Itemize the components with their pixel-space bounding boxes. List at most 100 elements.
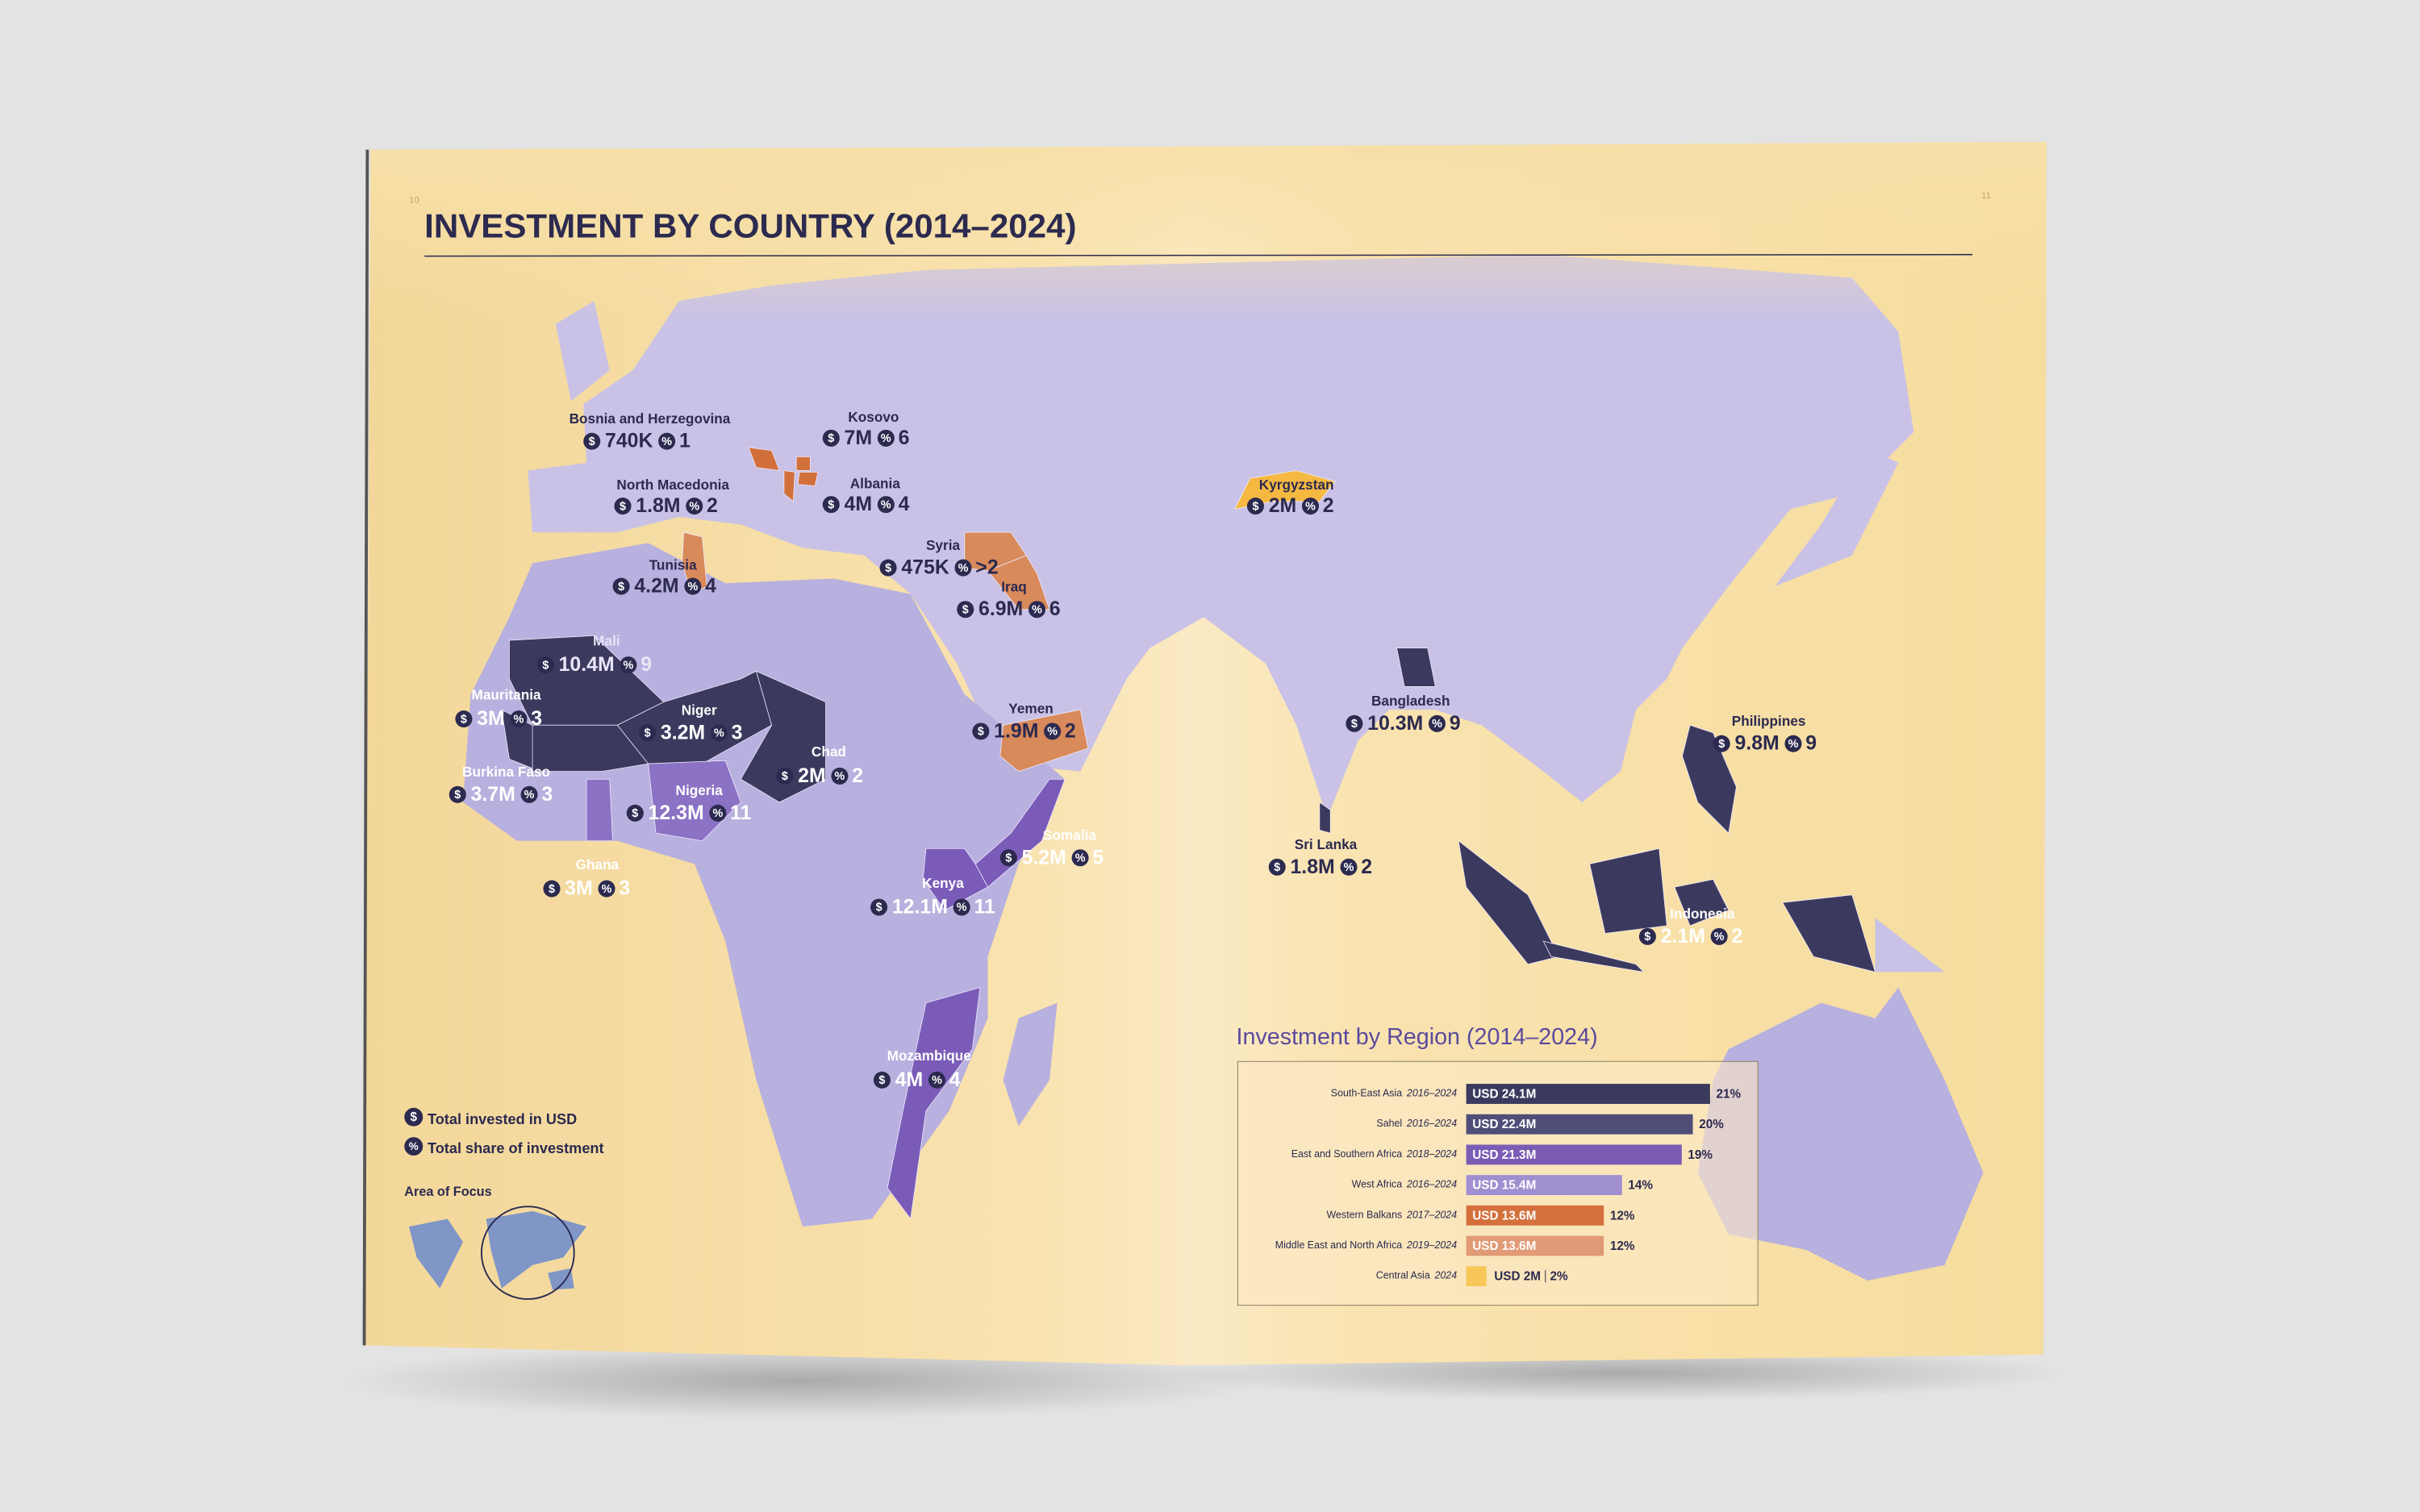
page-number: 11 [1981, 191, 1991, 201]
icon-glyph: % [1344, 861, 1354, 874]
icon [709, 804, 727, 822]
share: 11 [730, 802, 751, 824]
icon [520, 785, 538, 803]
share: 9 [1805, 732, 1817, 755]
country-label: Tunisia $ 4.2M% 4 [612, 557, 716, 598]
value-label: USD 15.4M [1472, 1179, 1536, 1193]
country-shape [987, 555, 1050, 610]
icon-glyph: $ [1351, 718, 1358, 731]
icon [954, 559, 972, 577]
icon-glyph: $ [782, 770, 788, 783]
country-label: Yemen $ 1.9M% 2 [972, 701, 1076, 742]
icon-glyph: % [881, 498, 891, 511]
icon [1246, 498, 1264, 515]
amount: 10.4M [559, 653, 615, 676]
country-name: Sri Lanka [1295, 836, 1358, 852]
share: 6 [899, 427, 910, 449]
fade [364, 142, 2047, 498]
icon [879, 559, 897, 577]
country-shape [1782, 894, 1876, 973]
country-name: Niger [682, 702, 717, 719]
share-label: 12% [1610, 1239, 1635, 1253]
country-name: Kyrgyzstan [1259, 477, 1334, 493]
share: 3 [531, 707, 542, 730]
country-label: Sri Lanka $ 1.8M% 2 [1268, 836, 1372, 878]
region-label: Middle East and North Africa 2019–2024 [1275, 1239, 1457, 1251]
icon [776, 767, 794, 785]
region-label: West Africa 2016–2024 [1352, 1179, 1458, 1190]
country-name: Mauritania [472, 686, 541, 702]
area-title: Area of Focus [404, 1185, 491, 1199]
share: 6 [1049, 598, 1061, 620]
icon [598, 880, 615, 898]
icon [953, 898, 970, 916]
amount: 4M [845, 493, 873, 515]
country-label: Niger $ 3.2M% 3 [639, 702, 743, 744]
icon-glyph: $ [632, 807, 638, 820]
share: 2 [1323, 494, 1334, 517]
share: 2 [1361, 856, 1372, 878]
country-labels: Bosnia and Herzegovina $ 740K% 1 Kosovo $ 7M% 6… [449, 409, 1817, 1091]
amount: 3.2M [661, 721, 705, 744]
icon-glyph: % [409, 1140, 419, 1152]
country-shape [1319, 802, 1331, 834]
share: 9 [640, 653, 652, 676]
icon-glyph: % [1075, 852, 1086, 865]
icon [1638, 927, 1656, 945]
icon-glyph: % [713, 807, 724, 820]
share-label: 19% [1688, 1148, 1713, 1162]
amount: 3.7M [471, 783, 515, 806]
icon-glyph: $ [645, 727, 651, 740]
icon-glyph: % [881, 432, 891, 445]
icon [710, 724, 728, 742]
icon-glyph: % [1432, 718, 1442, 731]
icon-glyph: $ [410, 1110, 417, 1124]
region-period: 2019–2024 [1406, 1239, 1457, 1251]
country-label: Kosovo $ 7M% 6 [822, 409, 910, 449]
country-label: Burkina Faso$ 3.7M% 3 [449, 764, 553, 806]
country-shape [1589, 848, 1667, 934]
country-name: Indonesia [1670, 906, 1735, 922]
icon [455, 710, 473, 728]
icon-glyph: % [1714, 931, 1725, 943]
icon [404, 1137, 424, 1156]
icon [536, 656, 554, 674]
country-label: Mauritania $ 3M% 3 [455, 686, 542, 730]
amount: 1.8M [636, 494, 680, 517]
icon [404, 1107, 424, 1127]
page-edge [362, 149, 369, 1346]
icon-glyph: % [932, 1074, 942, 1087]
country-shape [748, 447, 780, 472]
amount: 12.3M [649, 802, 704, 824]
icon-glyph: $ [542, 659, 549, 672]
icon [1301, 498, 1319, 515]
icon [1784, 735, 1802, 752]
icon [1044, 723, 1062, 740]
country-shape [887, 986, 981, 1220]
country-label: Kenya $ 12.1M% 11 [870, 875, 995, 918]
country-label: Philippines $ 9.8M% 9 [1713, 713, 1817, 755]
region-period: 2016–2024 [1406, 1179, 1457, 1190]
icon-glyph: $ [878, 1074, 885, 1087]
land [1003, 1002, 1058, 1127]
share: 4 [949, 1068, 961, 1091]
legend-text: Total share of investment [428, 1140, 604, 1156]
country-label: Iraq $ 6.9M% 6 [957, 579, 1061, 620]
bar [1466, 1114, 1693, 1135]
bar [1466, 1266, 1487, 1287]
legend: $ Total invested in USD % Total share of… [404, 1107, 604, 1300]
icon-glyph: $ [1644, 931, 1650, 943]
amount: 2M [1269, 494, 1297, 517]
share-label: 14% [1628, 1179, 1653, 1193]
amount: 1.9M [994, 719, 1038, 742]
icon-glyph: % [514, 713, 524, 726]
bar [1466, 1205, 1604, 1226]
icon-glyph: $ [620, 500, 626, 513]
amount: 740K [605, 430, 653, 452]
icon-glyph: $ [1252, 500, 1258, 513]
amount: 2M [798, 764, 826, 787]
icon-glyph: % [714, 727, 724, 740]
share: 3 [541, 783, 553, 806]
icon [626, 804, 644, 822]
